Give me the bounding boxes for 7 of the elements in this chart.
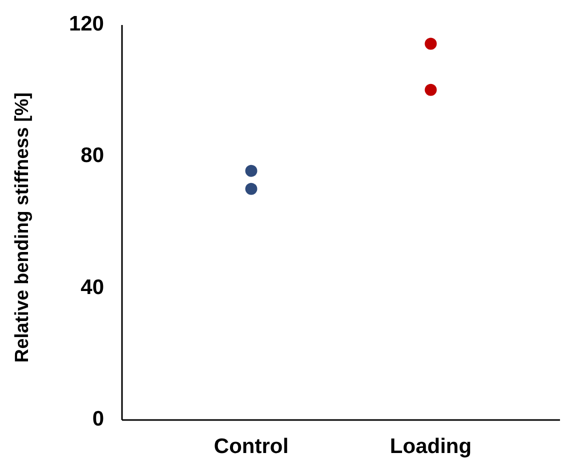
y-tick-label: 120 <box>68 12 104 36</box>
x-tick-label: Control <box>214 435 289 458</box>
x-tick-label: Loading <box>390 435 472 458</box>
y-axis-title: Relative bending stiffness [%] <box>12 92 33 363</box>
y-tick-label: 80 <box>80 144 104 168</box>
y-tick-label: 0 <box>92 408 104 431</box>
y-tick-label: 40 <box>80 276 104 299</box>
